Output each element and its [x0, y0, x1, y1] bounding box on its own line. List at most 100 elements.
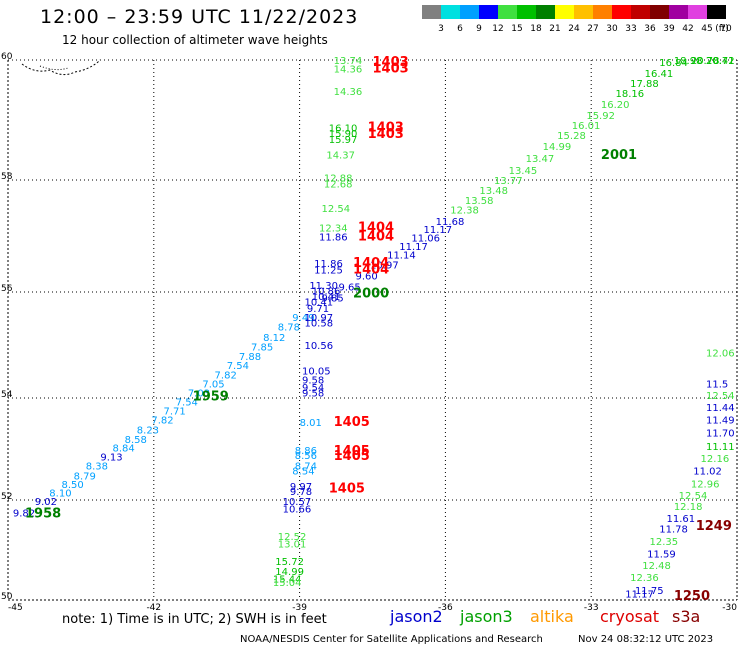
wave-height-value: 9.54 [302, 383, 324, 394]
color-scale-label: 12 [492, 24, 503, 34]
time-labels: 1958195920002001140314031403140314041404… [25, 55, 732, 604]
color-swatch [479, 5, 498, 19]
time-label: 1405 [334, 444, 370, 459]
color-scale-label: 18 [530, 24, 542, 34]
wave-height-value: 12.06 [706, 349, 735, 360]
x-tick-label: -33 [584, 603, 599, 613]
time-label: 1404 [353, 263, 389, 278]
color-swatch [441, 5, 460, 19]
wave-height-value: 18.16 [616, 89, 645, 100]
wave-height-value: 13.74 [334, 56, 363, 67]
color-swatch [688, 5, 707, 19]
time-label: 1249 [696, 519, 732, 534]
wave-height-value: 11.75 [635, 586, 664, 597]
wave-height-value: 16.41 [645, 69, 674, 80]
color-scale-label: 45 [701, 24, 712, 34]
wave-height-value: 10.86 [312, 287, 341, 298]
time-label: 2000 [353, 286, 389, 301]
wave-height-value: 10.56 [304, 341, 333, 352]
wave-height-value: 12.36 [630, 573, 659, 584]
wave-height-value: 11.86 [319, 232, 348, 243]
wave-height-value: 13.45 [509, 166, 538, 177]
wave-height-value: 7.03 [188, 388, 210, 399]
y-tick-label: 58 [1, 172, 13, 182]
wave-height-value: 10.66 [283, 505, 312, 516]
wave-height-value: 16.84 [659, 58, 688, 69]
time-label: 1958 [25, 507, 61, 522]
color-swatch [498, 5, 517, 19]
wave-height-value: 15.28 [557, 131, 586, 142]
color-swatch [574, 5, 593, 19]
wave-height-value: 7.54 [176, 398, 198, 409]
wave-height-value: 10.57 [283, 497, 312, 508]
wave-height-value: 7.71 [164, 406, 186, 417]
wave-height-value: 13.47 [526, 154, 555, 165]
wave-height-value: 11.5 [706, 379, 728, 390]
time-label: 1405 [334, 449, 370, 464]
wave-height-value: 9.60 [355, 272, 377, 283]
wave-height-value: 11.11 [706, 442, 735, 453]
wave-height-value: 11.14 [387, 250, 416, 261]
generation-timestamp: Nov 24 08:32:12 UTC 2023 [578, 634, 714, 645]
time-label: 1403 [368, 120, 404, 135]
satellite-jason2: jason2 [390, 607, 443, 626]
color-scale-unit: (ft) [715, 24, 729, 34]
wave-height-value: 12.88 [324, 174, 353, 185]
wave-height-value: 13.77 [494, 176, 523, 187]
wave-height-value: 11.49 [706, 416, 735, 427]
wave-height-value: 13.58 [465, 196, 494, 207]
wave-height-value: 8.54 [292, 467, 314, 478]
wave-height-value: 11.86 [314, 259, 343, 270]
wave-height-value: 12.96 [691, 479, 720, 490]
wave-height-value: 8.01 [300, 418, 322, 429]
time-label: 1405 [334, 415, 370, 430]
wave-height-value: 15.92 [586, 111, 615, 122]
wave-height-value: 7.88 [239, 352, 261, 363]
wave-height-value: 11.17 [625, 590, 654, 601]
wave-height-value: 8.23 [137, 426, 159, 437]
wave-height-value: 7.54 [227, 361, 249, 372]
wave-height-value: 9.85 [321, 294, 343, 305]
color-scale-label: 33 [625, 24, 636, 34]
wave-height-value: 16.10 [329, 123, 358, 134]
wave-height-value: 12.54 [706, 391, 735, 402]
wave-height-value: 11.44 [706, 403, 735, 414]
wave-height-value: 9.49 [292, 313, 314, 324]
wave-height-value: 12.48 [642, 561, 671, 572]
wave-height-value: 12.18 [674, 502, 703, 513]
wave-height-value: 8.79 [74, 472, 96, 483]
wave-height-value: 14.36 [334, 87, 363, 98]
time-label: 1959 [193, 390, 229, 405]
wave-height-value: 9.71 [307, 304, 329, 315]
wave-height-value: 15.72 [275, 557, 304, 568]
color-scale-label: 9 [476, 24, 482, 34]
wave-height-value: 8.38 [86, 461, 108, 472]
color-swatch [422, 5, 441, 19]
time-label: 2001 [601, 148, 637, 163]
wave-height-value: 11.06 [411, 234, 440, 245]
wave-height-value: 11.78 [659, 525, 688, 536]
satellite-altika: altika [530, 607, 574, 626]
page-subtitle: 12 hour collection of altimeter wave hei… [62, 33, 328, 47]
wave-height-value: 12.52 [278, 532, 307, 543]
y-tick-label: 60 [1, 52, 13, 62]
wave-height-value: 10.97 [370, 260, 399, 271]
satellite-s3a: s3a [672, 607, 701, 626]
time-label: 1405 [329, 481, 365, 496]
wave-height-value: 20.42 [706, 56, 735, 67]
y-tick-label: 50 [1, 592, 13, 602]
color-swatch [460, 5, 479, 19]
wave-height-value: 11.68 [436, 217, 465, 228]
color-swatch [555, 5, 574, 19]
wave-height-value: 15.90 [329, 129, 358, 140]
wave-height-value: 11.70 [706, 428, 735, 439]
time-label: 1403 [373, 55, 409, 70]
wave-height-value: 8.56 [295, 451, 317, 462]
wave-height-value: 7.82 [215, 370, 237, 381]
color-scale-legend: 3 6 9 12 15 18 21 24 27 30 33 36 39 42 45 70(ft) [422, 5, 732, 34]
color-swatch [536, 5, 555, 19]
wave-height-value: 9.97 [290, 482, 312, 493]
wave-height-value: 9.82 [13, 509, 35, 520]
wave-height-value: 8.50 [61, 480, 83, 491]
